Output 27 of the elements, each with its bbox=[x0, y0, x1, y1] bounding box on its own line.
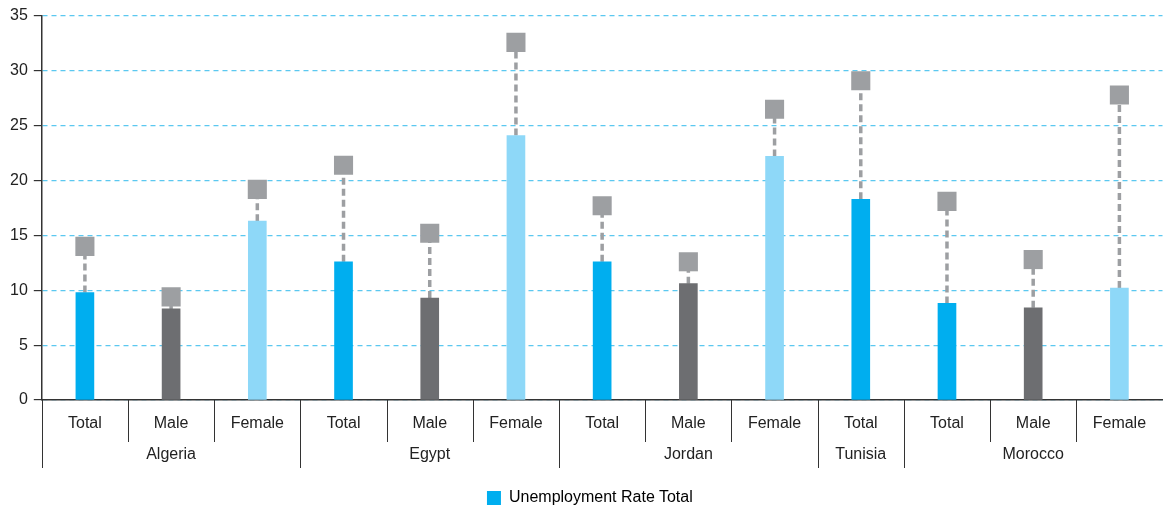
x-tick-label: Male bbox=[671, 414, 706, 432]
x-tick-label: Total bbox=[326, 414, 361, 432]
legend-label: Unemployment Rate Total bbox=[508, 488, 693, 506]
text: Egypt bbox=[409, 445, 451, 463]
x-tick-label: Male bbox=[153, 414, 189, 432]
x-tick-label: Male bbox=[412, 414, 448, 432]
y-tick-label: 5 bbox=[18, 335, 28, 353]
y-tick-label: 0 bbox=[18, 390, 28, 408]
y-tick-label: 20 bbox=[10, 170, 28, 188]
text: Morocco bbox=[1002, 445, 1064, 463]
text: Jordan bbox=[663, 445, 713, 463]
y-tick-label: 25 bbox=[10, 116, 28, 134]
x-tick-label: Male bbox=[1015, 414, 1051, 432]
x-tick-label: Female bbox=[747, 414, 802, 432]
x-tick-label: Total bbox=[68, 414, 102, 432]
text: Tunisia bbox=[835, 445, 887, 463]
y-tick-label: 10 bbox=[10, 280, 28, 298]
x-tick-label: Female bbox=[1092, 414, 1147, 432]
text: Algeria bbox=[146, 445, 197, 463]
y-tick-label: 30 bbox=[10, 61, 28, 79]
y-tick-label: 35 bbox=[10, 6, 28, 24]
x-tick-label: Female bbox=[230, 414, 285, 432]
y-tick-label: 15 bbox=[10, 225, 28, 243]
x-tick-label: Total bbox=[843, 414, 878, 432]
x-tick-label: Total bbox=[585, 414, 620, 432]
x-tick-label: Total bbox=[930, 414, 964, 432]
x-tick-label: Female bbox=[489, 414, 543, 432]
